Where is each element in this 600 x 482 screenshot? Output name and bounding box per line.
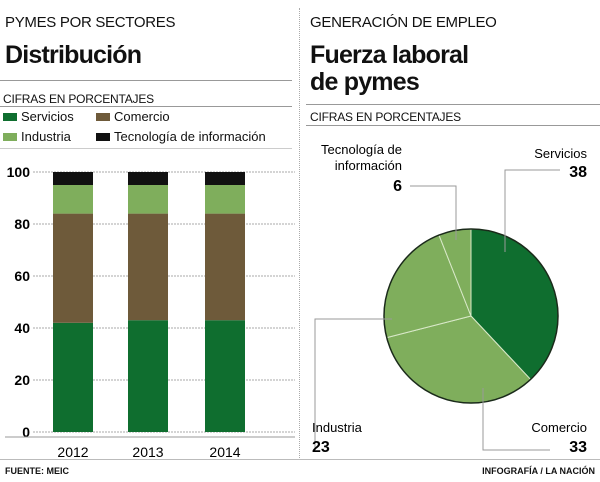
legend-label: Comercio <box>114 109 170 124</box>
stacked-bar-chart: 0 20 40 60 80 100 2012 2013 2014 <box>5 164 295 460</box>
value-industria: 23 <box>312 439 330 456</box>
left-title: Distribución <box>5 41 142 69</box>
pie-chart: Servicios 38 Comercio 33 Industria 23 Tecnolog… <box>312 142 587 456</box>
y-tick-label: 0 <box>22 424 30 440</box>
value-comercio: 33 <box>569 439 587 456</box>
leader-line <box>504 169 560 226</box>
y-tick-label: 40 <box>14 320 30 336</box>
legend-comercio: Comercio <box>96 109 170 124</box>
legend-label: Tecnología de información <box>114 129 266 144</box>
leader-line <box>314 318 392 450</box>
panel-divider <box>299 8 300 458</box>
value-servicios: 38 <box>569 164 587 181</box>
label-industria: Industria <box>312 420 363 435</box>
leader-line <box>482 388 550 451</box>
bar-segment-servicios <box>128 320 168 432</box>
bar-segment-tecnología-de-información <box>128 172 168 185</box>
x-tick-label: 2014 <box>209 444 240 460</box>
label-comercio: Comercio <box>531 420 587 435</box>
divider <box>0 80 292 81</box>
source: FUENTE: MEIC <box>5 466 69 476</box>
label-tecnologia: información <box>335 158 402 173</box>
x-tick-label: 2013 <box>132 444 163 460</box>
bar-segment-comercio <box>205 213 245 321</box>
bar-segment-industria <box>53 185 93 214</box>
y-tick-label: 100 <box>7 164 31 180</box>
pie-outline <box>383 228 559 404</box>
legend-swatch <box>3 112 17 121</box>
bar-segment-comercio <box>53 213 93 323</box>
legend-servicios: Servicios <box>3 109 74 124</box>
right-kicker: GENERACIÓN DE EMPLEO <box>310 14 497 31</box>
left-subtitle: CIFRAS EN PORCENTAJES <box>3 92 154 106</box>
credit: INFOGRAFÍA / LA NACIÓN <box>482 466 595 476</box>
label-tecnologia: Tecnología de <box>321 142 402 157</box>
bar-segment-servicios <box>205 320 245 432</box>
y-tick-label: 60 <box>14 268 30 284</box>
legend-industria: Industria <box>3 129 71 144</box>
divider <box>306 104 600 105</box>
legend-tecnologia: Tecnología de información <box>96 129 266 144</box>
legend-label: Industria <box>21 129 71 144</box>
y-tick-label: 80 <box>14 216 30 232</box>
legend-swatch <box>96 112 110 121</box>
label-servicios: Servicios <box>534 146 587 161</box>
right-title-line1: Fuerza laboral <box>310 41 469 69</box>
bar-segment-industria <box>128 185 168 214</box>
divider <box>306 125 600 126</box>
legend-label: Servicios <box>21 109 74 124</box>
bar-segment-tecnología-de-información <box>53 172 93 185</box>
legend-swatch <box>3 132 17 141</box>
y-tick-label: 20 <box>14 372 30 388</box>
x-tick-label: 2012 <box>57 444 88 460</box>
footer-rule <box>0 459 600 460</box>
right-subtitle: CIFRAS EN PORCENTAJES <box>310 110 461 124</box>
value-tecnologia: 6 <box>393 178 402 195</box>
right-title-line2: de pymes <box>310 68 420 96</box>
bar-segment-comercio <box>128 213 168 321</box>
legend-swatch <box>96 132 110 141</box>
left-kicker: PYMES POR SECTORES <box>5 14 176 31</box>
divider <box>0 106 292 107</box>
bar-segment-servicios <box>53 322 93 432</box>
bar-segment-industria <box>205 185 245 214</box>
leader-line <box>410 185 457 240</box>
bar-segment-tecnología-de-información <box>205 172 245 185</box>
divider <box>0 148 292 149</box>
